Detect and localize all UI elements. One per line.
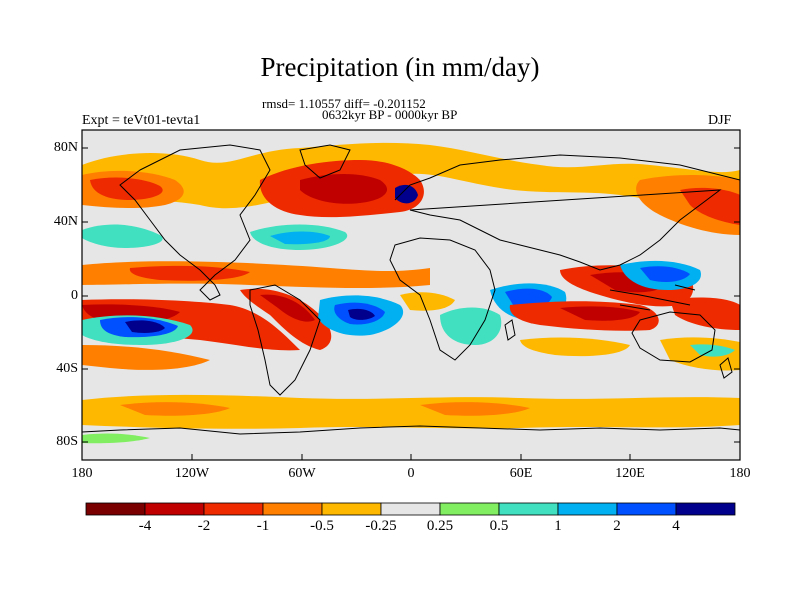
colorbar-label: 2: [613, 518, 621, 534]
colorbar-swatch: [498, 502, 559, 516]
lat-label: 80S: [56, 434, 78, 449]
coast-south-america: [249, 284, 321, 396]
north-pacific-wet: [82, 224, 163, 248]
lon-label: 180: [729, 466, 751, 481]
coast-madagascar: [504, 319, 516, 341]
southern-ocean-dry-band: [82, 394, 740, 429]
lon-label: 60W: [288, 466, 316, 481]
south-america-dry: [240, 288, 332, 350]
coast-new-zealand: [719, 357, 733, 379]
colorbar-swatch: [439, 502, 500, 516]
coast-africa: [389, 237, 496, 361]
colorbar-label: 4: [672, 518, 680, 534]
colorbar-label: -2: [197, 518, 211, 534]
colorbar-label: 1: [554, 518, 562, 534]
south-indian-dry: [520, 337, 630, 357]
colorbar-label: 0.25: [426, 518, 454, 534]
colorbar-label: -0.25: [365, 518, 397, 534]
north-dry-band: [82, 142, 740, 215]
season-label: DJF: [708, 113, 732, 128]
coast-greenland: [299, 144, 351, 179]
coastlines: [81, 144, 741, 435]
lat-label: 80N: [53, 140, 78, 155]
lon-label: 120E: [615, 466, 645, 481]
lat-label: 40N: [53, 214, 78, 229]
colorbar-swatch: [675, 502, 736, 516]
colorbar-swatch: [321, 502, 382, 516]
coast-maritime-continent: [609, 284, 696, 311]
colorbar: [85, 502, 736, 516]
stats-subtitle: rmsd= 1.10557 diff= -0.201152: [262, 96, 426, 111]
colorbar-swatch: [85, 502, 146, 516]
coast-north-america: [119, 144, 271, 301]
lat-label: 40S: [56, 361, 78, 376]
period-subtitle: 0632kyr BP - 0000kyr BP: [322, 107, 458, 122]
plot-title: Precipitation (in mm/day): [260, 52, 540, 82]
coast-antarctica: [81, 425, 741, 435]
lon-label: 120W: [174, 466, 210, 481]
lon-label: 0: [407, 466, 415, 481]
colorbar-label: -1: [256, 518, 270, 534]
colorbar-swatch: [262, 502, 323, 516]
coast-eurasia: [394, 154, 741, 271]
colorbar-swatch: [144, 502, 205, 516]
axis-ticks: [81, 147, 741, 460]
colorbar-label: -0.5: [310, 518, 334, 534]
precip-field: [82, 130, 740, 460]
colorbar-swatch: [380, 502, 441, 516]
coast-australia: [631, 311, 716, 363]
lon-label: 60E: [509, 466, 533, 481]
experiment-label: Expt = teVt01-tevta1: [82, 113, 201, 128]
colorbar-swatch: [557, 502, 618, 516]
lat-label: 0: [71, 288, 78, 303]
colorbar-label: 0.5: [489, 518, 509, 534]
colorbar-label: -4: [138, 518, 152, 534]
colorbar-swatch: [616, 502, 677, 516]
colorbar-swatch: [203, 502, 264, 516]
lon-label: 180: [71, 466, 93, 481]
